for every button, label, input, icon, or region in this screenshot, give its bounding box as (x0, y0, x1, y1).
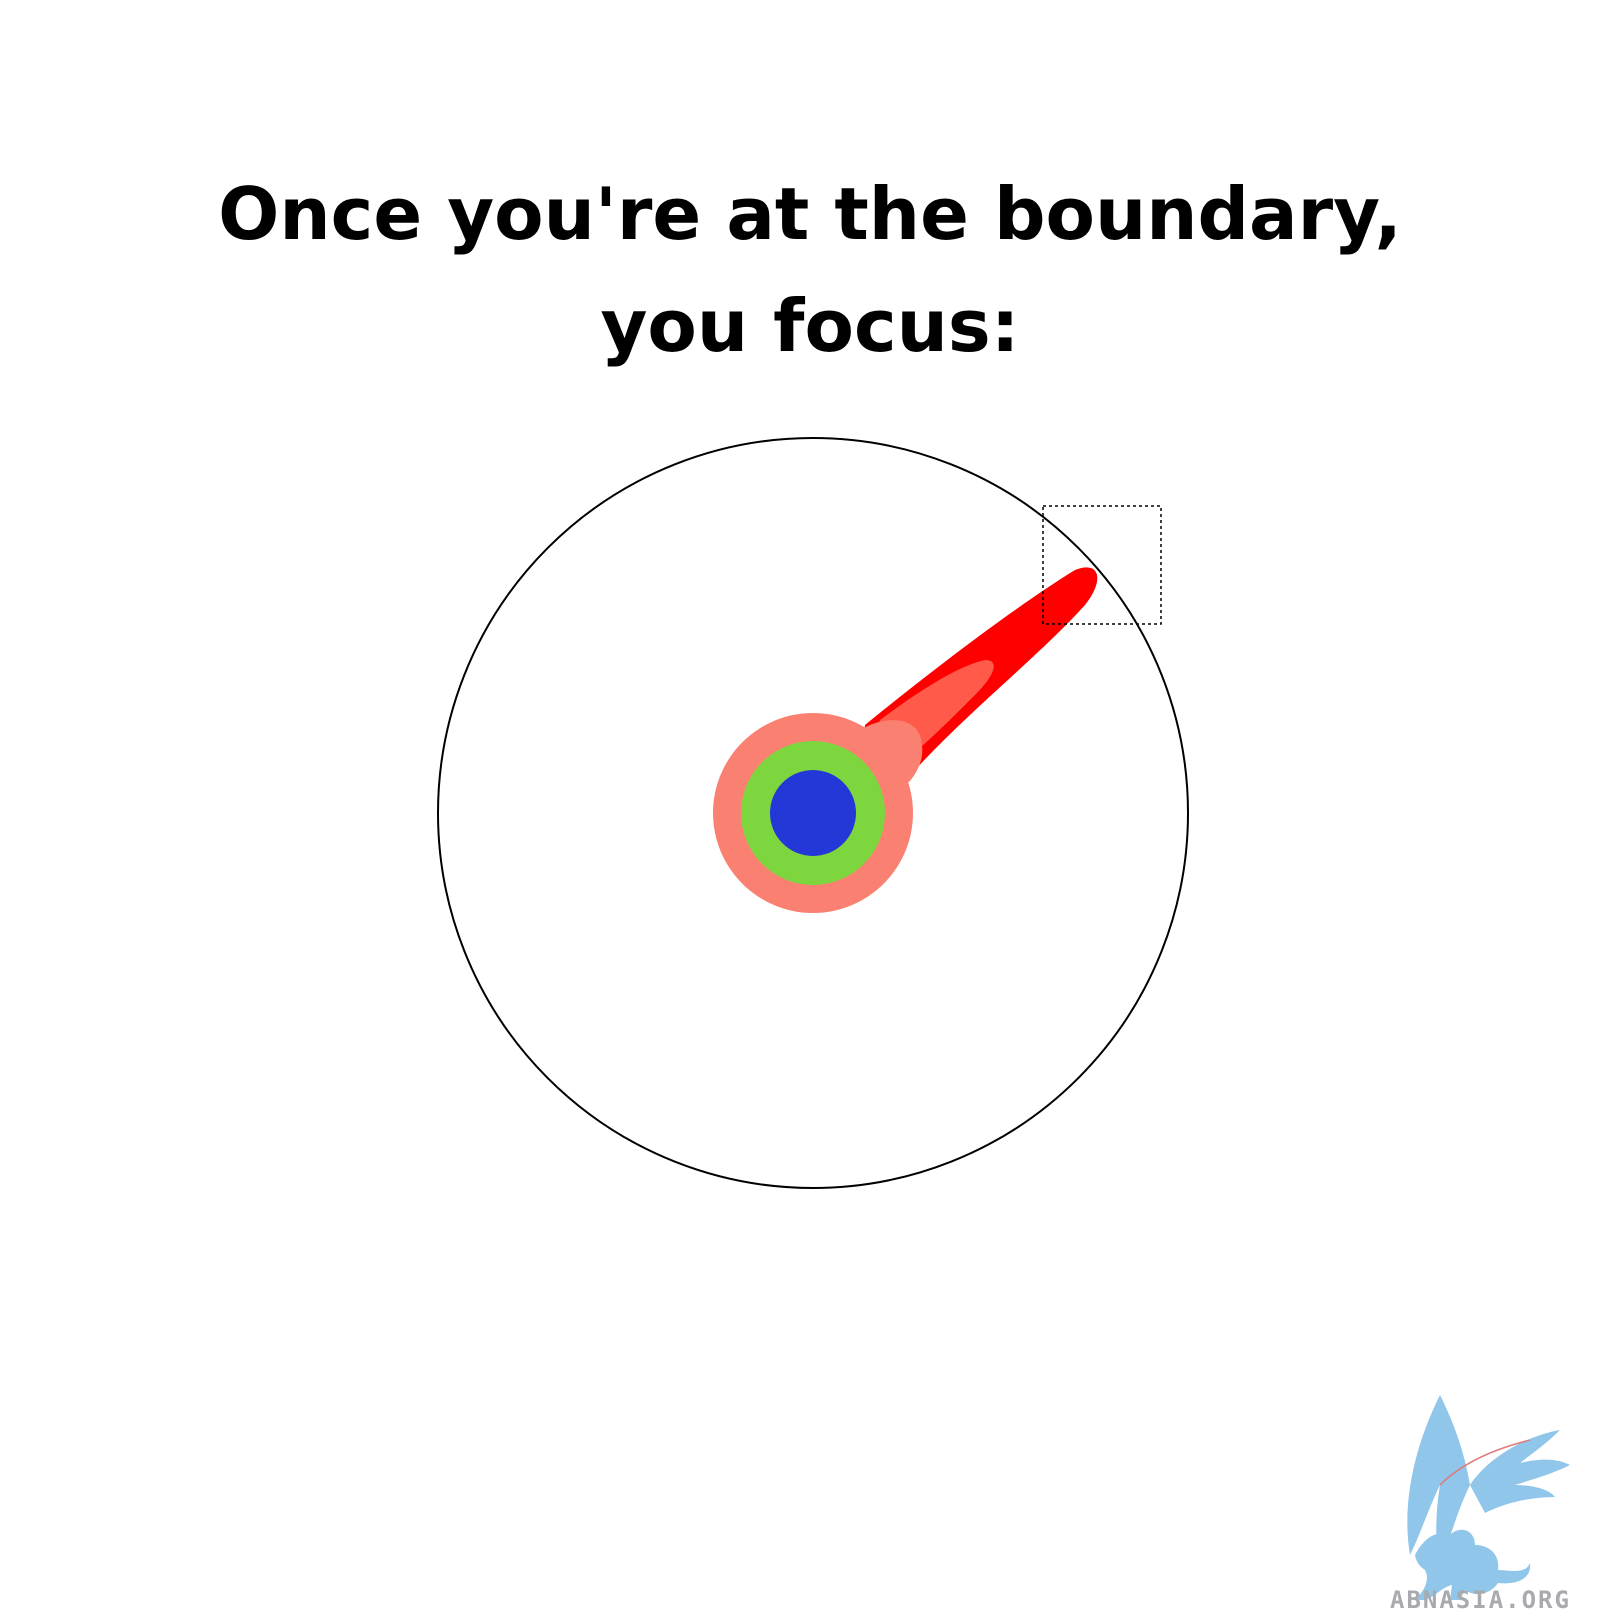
specialty-rings (713, 713, 923, 913)
watermark-text: ABNASIA.ORG (1390, 1586, 1571, 1614)
griffin-logo (1407, 1395, 1570, 1600)
knowledge-boundary-circle (437, 437, 1189, 1189)
elementary-core (770, 770, 856, 856)
focus-box (1042, 505, 1162, 625)
page-title: Once you're at the boundary, you focus: (218, 172, 1402, 368)
